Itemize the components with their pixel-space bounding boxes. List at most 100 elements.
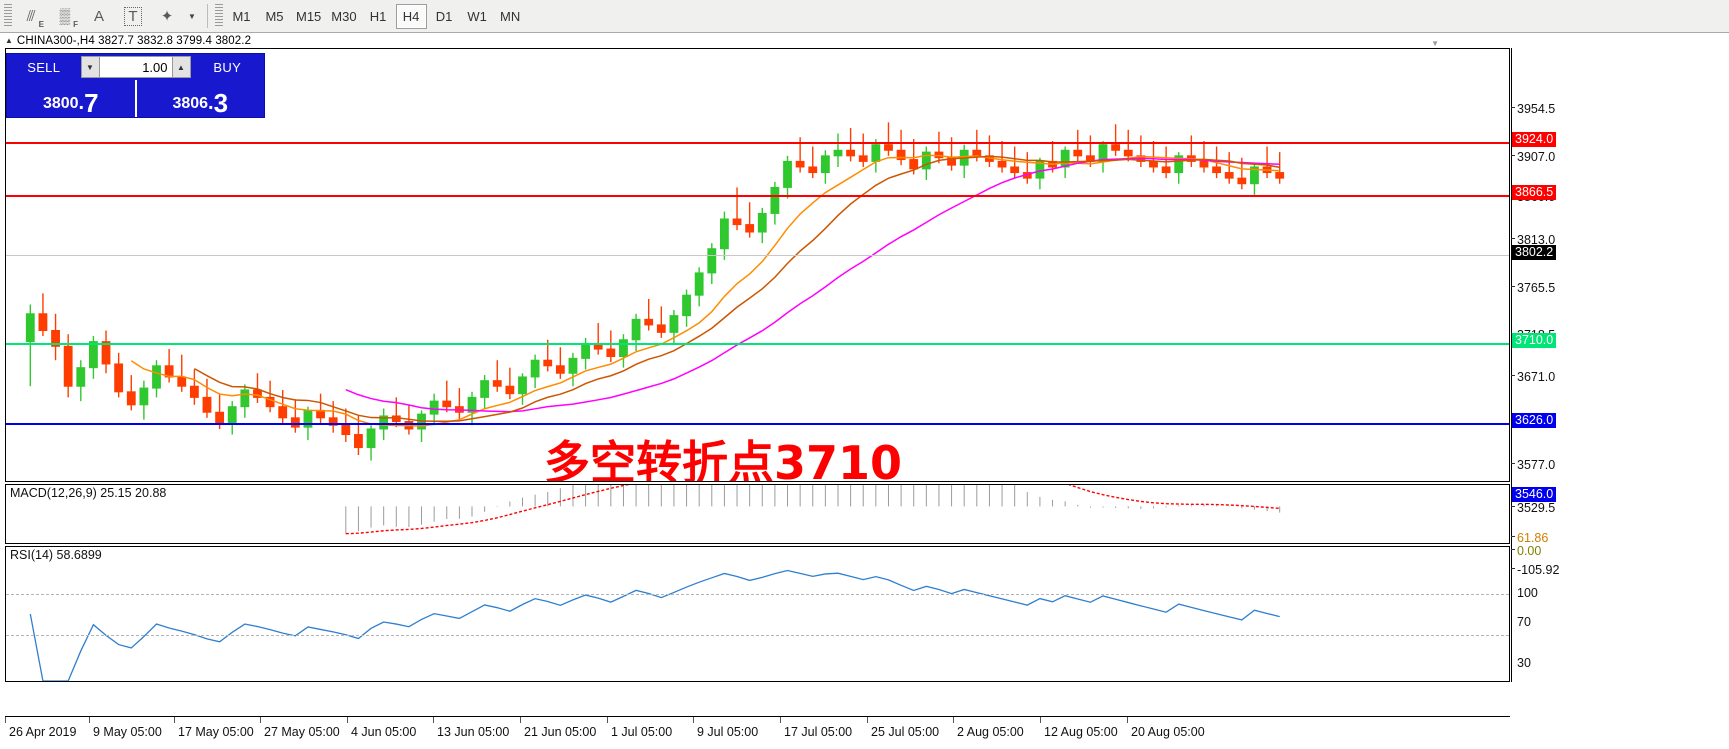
level-resistance-3866 bbox=[6, 195, 1509, 197]
main-toolbar: ⫻ E ▒ F A T ✦ ▼ M1 M5 M15 M30 H1 H4 D1 W… bbox=[0, 0, 1729, 33]
volume-stepper[interactable]: ▼ 1.00 ▲ bbox=[80, 56, 191, 78]
time-axis-label: 2 Aug 05:00 bbox=[957, 725, 1024, 739]
timeframe-h4[interactable]: H4 bbox=[395, 3, 427, 29]
chart-area: 多空转折点3710 MACD(12,26,9) 25.15 20.88 RSI(… bbox=[0, 48, 1729, 749]
price-axis[interactable]: 3954.53907.03860.03813.03765.53718.53671… bbox=[1511, 48, 1729, 718]
time-axis-label: 21 Jun 05:00 bbox=[524, 725, 597, 739]
expert-advisor-icon[interactable]: ⫻ E bbox=[14, 2, 48, 30]
rsi-level-30 bbox=[6, 635, 1509, 636]
rsi-level-70 bbox=[6, 594, 1509, 595]
timeframe-d1[interactable]: D1 bbox=[435, 8, 453, 24]
macd-label: MACD(12,26,9) 25.15 20.88 bbox=[10, 486, 167, 500]
macd-axis-tick: -105.92 bbox=[1511, 563, 1559, 577]
volume-input[interactable]: 1.00 bbox=[99, 56, 172, 78]
level-pivot-3710 bbox=[6, 343, 1509, 345]
timeframe-m1[interactable]: M1 bbox=[232, 8, 251, 24]
expert-advisor-glyph: ⫻ bbox=[26, 7, 36, 25]
macd-series bbox=[345, 485, 1281, 535]
bid-price[interactable]: 3800 . 7 bbox=[7, 80, 137, 117]
tick-mark bbox=[1511, 375, 1515, 376]
price-axis-tag: 3924.0 bbox=[1512, 132, 1557, 147]
macd-pane[interactable]: MACD(12,26,9) 25.15 20.88 bbox=[5, 484, 1510, 544]
indicator-list-icon[interactable]: ▒ F bbox=[48, 2, 82, 30]
buy-button[interactable]: BUY bbox=[213, 59, 242, 75]
time-tick-mark bbox=[260, 717, 261, 723]
expand-chart-icon[interactable]: ▲ bbox=[5, 36, 13, 45]
tick-mark bbox=[1511, 463, 1515, 464]
expert-advisor-sub: E bbox=[38, 20, 44, 29]
toolbar-grip[interactable] bbox=[4, 4, 12, 28]
text-label-glyph: A bbox=[93, 7, 104, 25]
level-last-price-3802 bbox=[6, 255, 1509, 256]
timeframe-mn[interactable]: MN bbox=[499, 8, 521, 24]
time-tick-mark bbox=[607, 717, 608, 723]
time-tick-mark bbox=[953, 717, 954, 723]
time-tick-mark bbox=[89, 717, 90, 723]
collapse-chart-icon[interactable]: ▼ bbox=[1431, 39, 1439, 48]
timeframe-m30[interactable]: M30 bbox=[331, 8, 357, 24]
level-support-3626 bbox=[6, 423, 1509, 425]
rsi-axis-tick: 70 bbox=[1517, 615, 1531, 629]
volume-decrease-icon[interactable]: ▼ bbox=[80, 56, 100, 78]
timeframe-h1[interactable]: H1 bbox=[369, 8, 387, 24]
text-object-icon[interactable]: T bbox=[116, 2, 150, 30]
price-axis-tag: 3802.2 bbox=[1512, 245, 1557, 260]
rsi-series bbox=[29, 569, 1280, 681]
bid-integer: 3800 bbox=[42, 95, 79, 112]
time-axis-label: 9 Jul 05:00 bbox=[697, 725, 759, 739]
time-axis-label: 25 Jul 05:00 bbox=[871, 725, 940, 739]
time-axis-label: 20 Aug 05:00 bbox=[1131, 725, 1205, 739]
tick-mark bbox=[1511, 536, 1515, 537]
price-pane[interactable]: 多空转折点3710 bbox=[5, 48, 1510, 482]
timeframe-m15[interactable]: M15 bbox=[296, 8, 322, 24]
objects-icon[interactable]: ✦ bbox=[150, 2, 184, 30]
rsi-axis-tick: 100 bbox=[1517, 586, 1538, 600]
timeframe-grip[interactable] bbox=[215, 4, 223, 28]
text-label-icon[interactable]: A bbox=[82, 2, 116, 30]
ask-price[interactable]: 3806 . 3 bbox=[137, 80, 265, 117]
tick-mark bbox=[1511, 506, 1515, 507]
price-axis-tick: 3907.0 bbox=[1511, 150, 1555, 164]
objects-glyph: ✦ bbox=[160, 8, 174, 25]
time-tick-mark bbox=[5, 717, 6, 723]
time-tick-mark bbox=[1127, 717, 1128, 723]
axis-vertical-line bbox=[1511, 48, 1512, 682]
tick-mark bbox=[1511, 107, 1515, 108]
tick-mark bbox=[1511, 549, 1515, 550]
bid-dot: . bbox=[78, 92, 85, 114]
ask-dot: . bbox=[208, 92, 214, 114]
ask-integer: 3806 bbox=[172, 95, 209, 112]
price-axis-tag: 3866.5 bbox=[1512, 185, 1557, 200]
ask-decimal: 3 bbox=[213, 88, 229, 118]
price-axis-tick: 3813.0 bbox=[1511, 233, 1555, 247]
tick-mark bbox=[1511, 286, 1515, 287]
bid-decimal: 7 bbox=[84, 88, 99, 118]
sell-button[interactable]: SELL bbox=[27, 59, 61, 75]
trade-prices-row: 3800 . 7 3806 . 3 bbox=[7, 80, 264, 117]
price-axis-tick: 3577.0 bbox=[1511, 458, 1555, 472]
symbol-info-bar: ▲ CHINA300-,H4 3827.7 3832.8 3799.4 3802… bbox=[0, 33, 1729, 48]
macd-axis-tick: 61.86 bbox=[1511, 531, 1548, 545]
tick-mark bbox=[1511, 238, 1515, 239]
objects-dropdown-caret-icon[interactable]: ▼ bbox=[188, 11, 196, 21]
time-tick-mark bbox=[693, 717, 694, 723]
symbol-ohlc-text: CHINA300-,H4 3827.7 3832.8 3799.4 3802.2 bbox=[16, 34, 252, 47]
price-axis-tag: 3710.0 bbox=[1512, 333, 1557, 348]
rsi-pane[interactable]: RSI(14) 58.6899 bbox=[5, 546, 1510, 682]
time-tick-mark bbox=[1040, 717, 1041, 723]
price-axis-tag: 3626.0 bbox=[1512, 413, 1557, 428]
tick-mark bbox=[1511, 155, 1515, 156]
indicator-list-glyph: ▒ bbox=[59, 7, 71, 25]
timeframe-m5[interactable]: M5 bbox=[265, 8, 284, 24]
price-axis-tick: 3671.0 bbox=[1511, 370, 1555, 384]
macd-axis-tick: 0.00 bbox=[1511, 544, 1541, 558]
time-axis-label: 12 Aug 05:00 bbox=[1044, 725, 1118, 739]
time-axis[interactable]: 26 Apr 2019 9 May 05:00 17 May 05:00 27 May… bbox=[5, 716, 1510, 746]
volume-increase-icon[interactable]: ▲ bbox=[171, 56, 191, 78]
timeframe-w1[interactable]: W1 bbox=[467, 8, 487, 24]
one-click-trading-panel[interactable]: SELL ▼ 1.00 ▲ BUY 3800 . 7 3806 . 3 bbox=[6, 53, 265, 118]
time-axis-label: 13 Jun 05:00 bbox=[437, 725, 510, 739]
time-tick-mark bbox=[867, 717, 868, 723]
time-axis-label: 9 May 05:00 bbox=[93, 725, 162, 739]
candlestick-series bbox=[25, 122, 1285, 461]
